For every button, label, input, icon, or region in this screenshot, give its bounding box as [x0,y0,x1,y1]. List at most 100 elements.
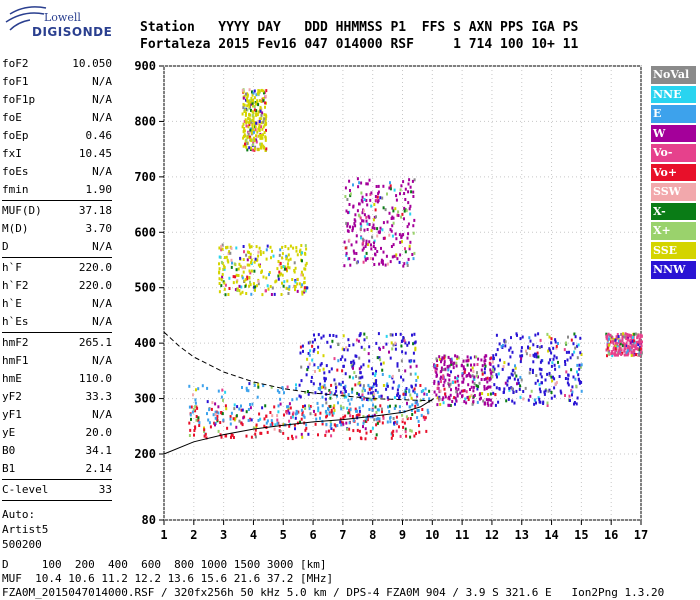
echo-point [305,261,308,265]
echo-point [376,227,379,231]
echo-point [524,386,527,390]
echo-point [379,226,382,230]
echo-point [572,375,575,379]
echo-point [381,410,383,414]
echo-point [264,94,267,98]
param-value: 220.0 [78,261,112,274]
echo-point [413,332,416,336]
echo-point [537,396,540,400]
param-row-foe: foE N/A [2,109,112,127]
echo-point [262,99,265,103]
echo-point [249,130,251,134]
echo-point [192,393,194,397]
echo-point [369,198,372,202]
echo-point [217,389,220,393]
echo-point [400,359,403,363]
echo-point [401,350,404,354]
echo-point [405,209,408,213]
echo-point [336,424,339,427]
y-tick-label: 300 [134,392,156,406]
echo-point [261,111,264,115]
echo-point [401,418,404,421]
echo-point [314,391,317,395]
echo-point [259,264,261,268]
param-value: N/A [92,297,112,310]
echo-point [264,404,267,408]
param-group-critical-freqs: foF2 10.050 foF1 N/A foF1p N/A foE N/A foEp 0.46 f… [2,55,112,199]
param-name: fmin [2,183,29,196]
echo-point [197,419,200,423]
echo-point [440,368,443,372]
echo-point [259,105,262,109]
echo-point [252,115,255,119]
echo-point [245,138,248,142]
echo-point [469,356,472,360]
echo-point [190,417,192,421]
echo-point [257,127,260,131]
echo-point [301,290,304,294]
echo-point [214,416,217,420]
echo-point [284,265,287,269]
echo-point [367,383,370,387]
echo-point [517,381,520,385]
echo-point [368,345,371,349]
echo-point [470,368,472,372]
echo-point [625,351,628,355]
echo-point [294,427,296,431]
echo-point [254,257,257,261]
echo-point [226,245,229,249]
echo-point [322,354,325,358]
echo-point [477,385,480,389]
echo-point [412,351,415,355]
echo-point [264,138,267,142]
echo-point [407,232,410,236]
echo-point [450,359,453,363]
echo-point [614,344,617,347]
echo-point [414,401,417,405]
echo-point [276,414,279,418]
echo-point [520,357,523,361]
echo-point [325,401,328,405]
echo-point [190,405,193,409]
echo-point [405,434,408,438]
echo-point [253,382,256,386]
param-group-confidence: C-level 33 [2,481,112,499]
echo-point [282,423,285,427]
echo-point [540,359,543,363]
echo-point [362,415,365,418]
echo-point [410,190,413,194]
echo-point [558,375,561,378]
echo-point [361,375,364,379]
echo-point [362,241,365,245]
echo-point [245,434,248,438]
echo-point [331,413,334,417]
echo-point [348,421,351,425]
echo-point [355,252,358,255]
echo-point [402,336,405,339]
echo-point [350,243,353,247]
echo-point [334,382,337,386]
echo-point [412,231,415,235]
echo-point [370,247,373,251]
echo-point [390,229,393,233]
echo-point [256,113,259,117]
echo-point [252,426,255,430]
echo-point [255,140,258,144]
echo-point [276,389,279,393]
echo-point [265,421,268,425]
echo-point [248,251,250,254]
echo-point [538,397,541,401]
echo-point [252,91,255,95]
echo-point [350,397,353,401]
echo-point [242,258,245,261]
echo-point [409,365,412,369]
echo-point [449,358,452,362]
param-value: N/A [92,408,112,421]
echo-point [293,423,296,427]
echo-point [373,263,376,266]
echo-point [364,427,367,431]
echo-point [259,146,262,150]
echo-point [318,368,321,372]
echo-point [363,332,366,336]
echo-point [317,345,320,349]
